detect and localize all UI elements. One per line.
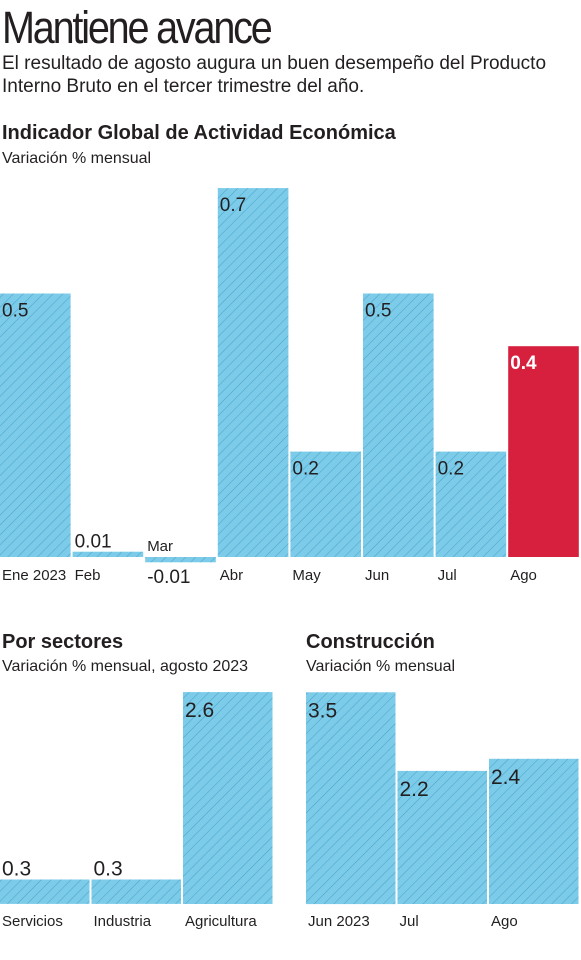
value-label-1-1: 0.3 <box>94 858 123 881</box>
value-label-0-4: 0.2 <box>292 459 318 480</box>
headline: Mantiene avance <box>2 2 273 53</box>
value-label-2-2: 2.4 <box>491 766 521 789</box>
bar-0-7 <box>508 346 579 557</box>
chart1-title: Indicador Global de Actividad Económica <box>2 122 396 144</box>
value-label-0-0: 0.5 <box>2 301 28 322</box>
bar-2-1 <box>397 770 487 904</box>
value-label-0-7: 0.4 <box>510 353 537 374</box>
bar-1-2 <box>183 692 273 904</box>
category-label-2-1: Jul <box>400 913 419 930</box>
bar-1-1 <box>91 879 181 904</box>
value-label-2-1: 2.2 <box>400 778 429 801</box>
category-label-1-2: Agricultura <box>185 913 257 930</box>
bar-2-2 <box>489 758 579 904</box>
category-label-0-3: Abr <box>220 567 243 584</box>
value-label-0-2: -0.01 <box>147 567 190 588</box>
chart3-subtitle: Variación % mensual <box>306 658 456 675</box>
category-label-2-2: Ago <box>491 913 518 930</box>
value-label-0-1: 0.01 <box>75 532 112 553</box>
bar-0-1 <box>72 551 144 557</box>
bar-0-0 <box>0 293 71 557</box>
chart3-title: Construcción <box>306 631 435 653</box>
bar-2-0 <box>306 692 396 905</box>
category-label-2-0: Jun 2023 <box>308 913 370 930</box>
bar-1-0 <box>0 879 90 904</box>
value-label-0-6: 0.2 <box>438 459 464 480</box>
bar-0-3 <box>217 188 289 557</box>
chart2-subtitle: Variación % mensual, agosto 2023 <box>2 658 249 675</box>
chart2-title: Por sectores <box>2 631 124 653</box>
category-label-1-1: Industria <box>94 913 152 930</box>
bar-0-6 <box>435 451 507 557</box>
bar-0-4 <box>290 451 361 557</box>
category-label-0-0: Ene 2023 <box>2 567 66 584</box>
value-label-1-0: 0.3 <box>2 858 31 881</box>
category-label-0-7: Ago <box>510 567 537 584</box>
value-label-0-3: 0.7 <box>220 195 246 216</box>
value-label-1-2: 2.6 <box>185 699 214 722</box>
value-label-2-0: 3.5 <box>308 699 337 722</box>
category-label-0-1: Feb <box>75 567 101 584</box>
subtitle: El resultado de agosto augura un buen de… <box>2 53 547 97</box>
chart1-subtitle: Variación % mensual <box>2 150 152 167</box>
category-label-1-0: Servicios <box>2 913 63 930</box>
bar-0-5 <box>363 293 434 557</box>
category-label-0-5: Jun <box>365 567 389 584</box>
category-label-0-6: Jul <box>438 567 457 584</box>
value-label-0-5: 0.5 <box>365 301 391 322</box>
category-label-0-4: May <box>292 567 321 584</box>
bar-0-2 <box>145 557 216 563</box>
category-label-0-2: Mar <box>147 538 173 555</box>
